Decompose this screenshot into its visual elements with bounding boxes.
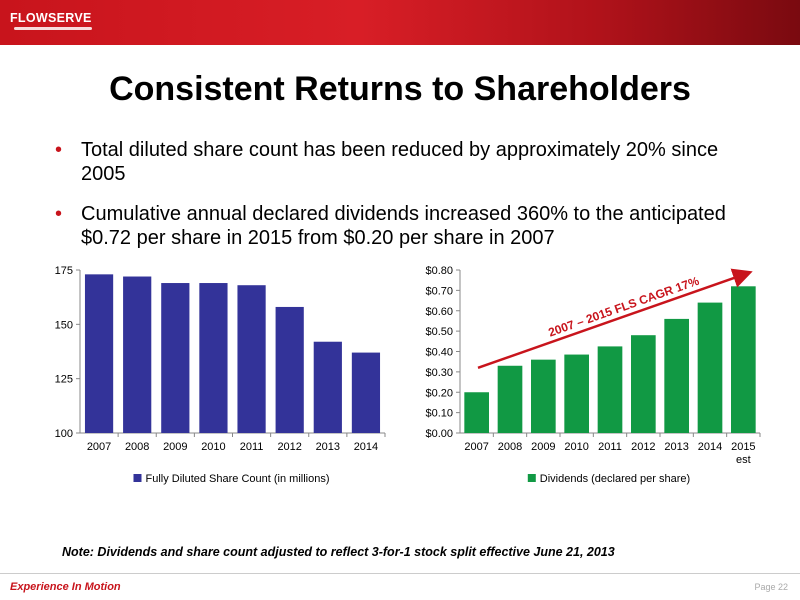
note-text: : Dividends and share count adjusted to … [89,545,615,559]
y-tick-label: $0.50 [425,326,453,338]
legend-label: Fully Diluted Share Count (in millions) [145,473,329,485]
page-number: Page 22 [754,582,788,592]
x-tick-label: 2014 [354,441,378,453]
bar [497,365,523,433]
logo-swoosh-icon [14,27,92,30]
x-tick-label: est [736,454,751,466]
x-tick-label: 2009 [531,441,555,453]
y-tick-label: 125 [55,374,73,386]
y-tick-label: $0.80 [425,265,453,277]
x-tick-label: 2013 [316,441,340,453]
dividends-chart: $0.00 $0.10 $0.20 $0.30 $0.40 $0.50 $0.60 $0.70… [425,265,761,485]
bar [631,335,656,433]
bar [161,283,190,433]
y-tick-label: $0.70 [425,285,453,297]
y-tick-label: $0.60 [425,306,453,318]
y-tick-label: $0.30 [425,367,453,379]
y-tick-label: 100 [55,428,73,440]
note-label: Note [62,545,90,559]
bullet-text: Total diluted share count has been reduc… [81,139,719,185]
legend-swatch [133,474,142,482]
x-tick-label: 2011 [240,441,264,453]
bar [731,286,756,433]
header-bar: FLOWSERVE [0,0,800,45]
flowserve-logo: FLOWSERVE [10,11,92,30]
cagr-trend-arrow [477,268,753,369]
footnote: Note: Dividends and share count adjusted… [62,545,615,559]
bar [275,306,304,433]
bar [123,276,152,433]
y-tick-label: $0.40 [425,347,453,359]
x-tick-label: 2010 [564,441,588,453]
bar [237,285,266,433]
bar [199,283,228,433]
bullet-text: Cumulative annual declared dividends inc… [81,203,726,249]
x-tick-label: 2015 [731,441,755,453]
bullet-dot-icon: • [55,203,63,225]
x-tick-label: 2010 [201,441,225,453]
x-tick-label: 2008 [498,441,522,453]
y-tick-label: $0.00 [425,428,453,440]
bar [664,318,689,433]
x-tick-label: 2008 [125,441,149,453]
x-tick-label: 2007 [87,441,111,453]
page-title: Consistent Returns to Shareholders [109,70,691,108]
x-tick-label: 2009 [163,441,187,453]
bar [464,392,489,433]
share-count-chart: 100 125 150 175 2007 2008 2009 2010 2011 2012 2013… [55,265,386,485]
logo-text: FLOWSERVE [10,11,92,25]
bar [697,302,723,433]
bar [351,352,381,433]
bar [84,274,114,433]
bar [564,354,589,433]
bar [313,341,342,433]
x-tick-label: 2007 [464,441,488,453]
footer-tagline: Experience In Motion [10,581,121,593]
y-tick-label: 150 [55,319,73,331]
bar [597,346,623,433]
y-tick-label: 175 [55,265,73,277]
legend-swatch [527,474,536,482]
y-tick-label: $0.10 [425,408,453,420]
legend-label: Dividends (declared per share) [540,473,690,485]
bar [531,359,556,433]
x-tick-label: 2011 [598,441,622,453]
x-tick-label: 2012 [631,441,655,453]
x-tick-label: 2012 [277,441,301,453]
x-tick-label: 2013 [664,441,688,453]
bullet-dot-icon: • [55,139,63,161]
x-tick-label: 2014 [698,441,722,453]
y-tick-label: $0.20 [425,387,453,399]
footer-divider [0,573,800,574]
